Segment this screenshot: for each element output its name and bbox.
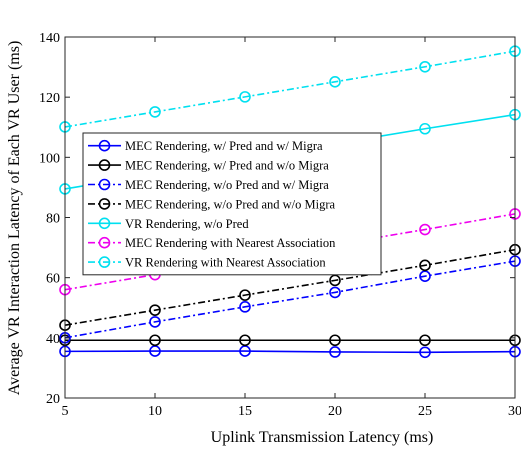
y-tick-label: 100 — [39, 151, 60, 166]
legend-item: MEC Rendering with Nearest Association — [88, 236, 336, 250]
legend-item: MEC Rendering, w/o Pred and w/ Migra — [88, 178, 329, 192]
legend-label: MEC Rendering, w/o Pred and w/ Migra — [125, 178, 329, 192]
y-tick-label: 140 — [39, 31, 60, 46]
y-tick-label: 20 — [46, 392, 60, 407]
legend: MEC Rendering, w/ Pred and w/ Migra MEC R… — [83, 133, 381, 275]
y-tick-label: 60 — [46, 272, 60, 287]
x-tick-label: 5 — [62, 404, 69, 419]
legend-label: MEC Rendering, w/ Pred and w/ Migra — [125, 139, 323, 153]
y-tick-label: 120 — [39, 91, 60, 106]
y-axis-label: Average VR Interaction Latency of Each V… — [6, 41, 23, 396]
legend-label: MEC Rendering with Nearest Association — [125, 236, 336, 250]
legend-label: MEC Rendering, w/ Pred and w/o Migra — [125, 159, 329, 173]
y-tick-label: 40 — [46, 332, 60, 347]
x-tick-label: 10 — [148, 404, 162, 419]
x-tick-label: 30 — [508, 404, 521, 419]
legend-item: MEC Rendering, w/ Pred and w/o Migra — [88, 159, 329, 173]
x-tick-label: 15 — [238, 404, 252, 419]
legend-label: MEC Rendering, w/o Pred and w/o Migra — [125, 197, 335, 211]
legend-label: VR Rendering with Nearest Association — [125, 256, 326, 270]
legend-item: MEC Rendering, w/o Pred and w/o Migra — [88, 197, 335, 211]
legend-label: VR Rendering, w/o Pred — [125, 217, 249, 231]
x-tick-label: 25 — [418, 404, 432, 419]
y-tick-label: 80 — [46, 212, 60, 227]
x-axis-label: Uplink Transmission Latency (ms) — [211, 429, 434, 446]
x-tick-label: 20 — [328, 404, 342, 419]
